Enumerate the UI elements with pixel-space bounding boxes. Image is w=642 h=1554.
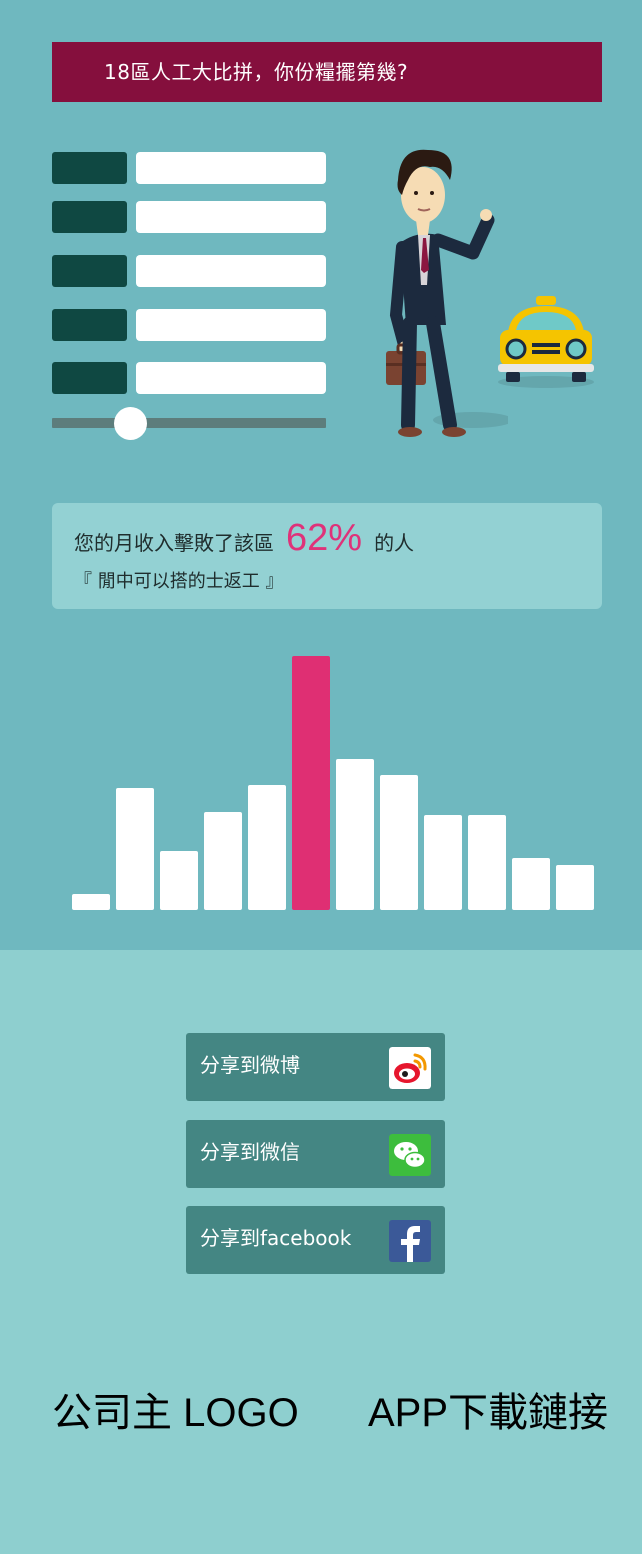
wechat-icon — [389, 1134, 431, 1176]
result-statement: 您的月收入擊敗了該區 62% 的人 — [74, 517, 414, 560]
form-row — [52, 152, 326, 184]
share-wechat-label: 分享到微信 — [200, 1140, 300, 1164]
result-quote: 『 閒中可以搭的士返工 』 — [74, 571, 284, 592]
chart-bar — [512, 858, 550, 910]
chart-bar — [424, 815, 462, 910]
form-row-label — [52, 309, 127, 341]
chart-bar — [72, 894, 110, 910]
company-logo-placeholder: 公司主 LOGO — [52, 1391, 299, 1435]
form-row — [52, 201, 326, 233]
app-download-link[interactable]: APP下載鏈接 — [368, 1391, 609, 1435]
form-row-input[interactable] — [136, 152, 326, 184]
share-wechat-button[interactable]: 分享到微信 — [186, 1120, 445, 1188]
form-row-label — [52, 201, 127, 233]
form-row-label — [52, 362, 127, 394]
taxi-illustration — [498, 296, 594, 388]
slider-handle[interactable] — [114, 407, 147, 440]
chart-bar — [116, 788, 154, 910]
facebook-icon — [389, 1220, 431, 1262]
income-slider[interactable] — [52, 418, 326, 428]
chart-bar — [160, 851, 198, 910]
chart-bar — [204, 812, 242, 910]
chart-bar — [248, 785, 286, 910]
form-row-input[interactable] — [136, 255, 326, 287]
chart-bar — [336, 759, 374, 910]
share-facebook-button[interactable]: 分享到facebook — [186, 1206, 445, 1274]
form-row — [52, 309, 326, 341]
share-weibo-label: 分享到微博 — [200, 1053, 300, 1077]
form-row-input[interactable] — [136, 362, 326, 394]
form-row — [52, 362, 326, 394]
form-row-label — [52, 152, 127, 184]
share-weibo-button[interactable]: 分享到微博 — [186, 1033, 445, 1101]
businessman-illustration — [386, 149, 508, 437]
result-percent: 62% — [286, 517, 363, 559]
chart-bar-highlight — [292, 656, 330, 910]
form-row-input[interactable] — [136, 201, 326, 233]
result-prefix: 您的月收入擊敗了該區 — [74, 531, 274, 555]
result-panel: 您的月收入擊敗了該區 62% 的人 『 閒中可以搭的士返工 』 — [52, 503, 602, 609]
chart-bar — [556, 865, 594, 910]
form-row — [52, 255, 326, 287]
page-title: 18區人工大比拼，你份糧擺第幾? — [52, 42, 602, 102]
chart-bar — [380, 775, 418, 910]
result-suffix: 的人 — [374, 531, 415, 555]
income-distribution-chart — [66, 640, 602, 920]
weibo-icon — [389, 1047, 431, 1089]
share-facebook-label: 分享到facebook — [200, 1226, 352, 1250]
form-row-label — [52, 255, 127, 287]
chart-bar — [468, 815, 506, 910]
form-row-input[interactable] — [136, 309, 326, 341]
